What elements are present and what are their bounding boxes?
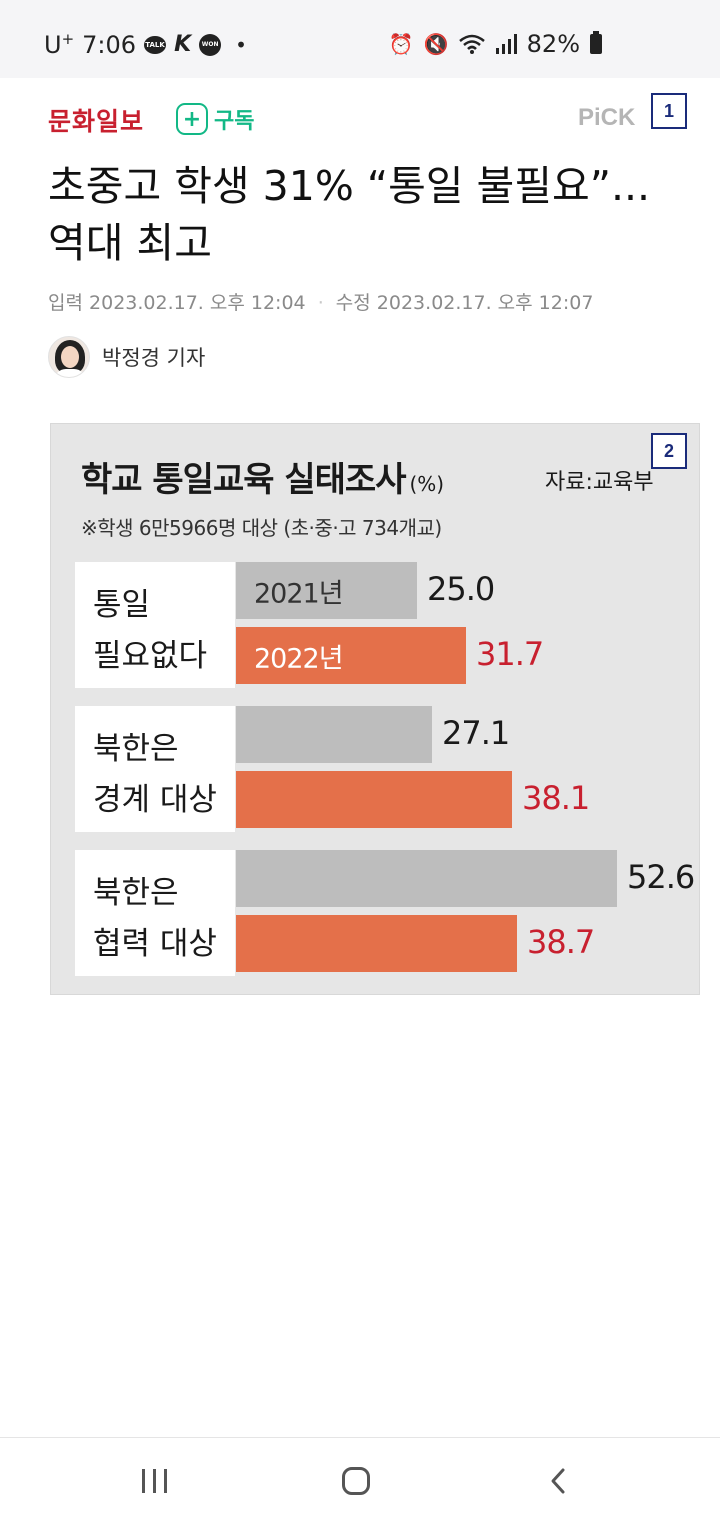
mute-icon: 🔇: [423, 32, 449, 56]
data-label: 38.1: [522, 779, 590, 817]
subscribe-button[interactable]: + 구독: [176, 103, 254, 135]
kakaotalk-icon: TALK: [144, 35, 167, 54]
chart-title: 학교 통일교육 실태조사 (%): [81, 460, 445, 500]
edit-time: 2023.02.17. 오후 12:07: [376, 292, 594, 314]
meta-separator: ·: [317, 292, 324, 314]
chart-image[interactable]: 학교 통일교육 실태조사 (%) 자료:교육부 ※학생 6만5966명 대상 (초…: [50, 423, 700, 995]
data-label: 27.1: [442, 714, 510, 752]
wifi-icon: [458, 34, 485, 54]
input-label: 입력: [48, 292, 83, 314]
bar: [236, 771, 512, 828]
signal-icon: [495, 34, 517, 54]
author[interactable]: 박정경 기자: [48, 336, 205, 378]
dot-icon: •: [235, 32, 247, 57]
chart-source: 자료:교육부: [545, 470, 654, 495]
category-label-line: 경계 대상: [93, 782, 217, 818]
marker-1: 1: [651, 93, 687, 129]
status-right: ⏰ 🔇 82%: [389, 30, 602, 58]
avatar: [48, 336, 90, 378]
article-headline: 초중고 학생 31% “통일 불필요”... 역대 최고: [48, 158, 688, 272]
category-label-line: 협력 대상: [93, 926, 217, 962]
won-icon: WON: [199, 33, 222, 56]
pick-badge[interactable]: PiCK: [578, 104, 636, 131]
headline-line-1: 초중고 학생 31% “통일 불필요”...: [48, 162, 651, 210]
alarm-icon: ⏰: [388, 32, 414, 56]
bar: 2021년: [236, 562, 417, 619]
headline-line-2: 역대 최고: [48, 219, 212, 267]
home-icon[interactable]: [336, 1464, 376, 1498]
plus-icon: +: [176, 103, 208, 135]
category-label-line: 북한은: [93, 731, 179, 767]
recents-icon[interactable]: [134, 1464, 174, 1498]
data-label: 31.7: [476, 635, 544, 673]
data-label: 25.0: [427, 570, 495, 608]
clock: 7:06: [82, 30, 137, 59]
bar: 2022년: [236, 627, 466, 684]
bar: [236, 850, 617, 907]
battery-icon: [590, 31, 602, 54]
series-label: 2021년: [254, 578, 344, 609]
author-name: 박정경 기자: [102, 346, 206, 370]
series-label: 2022년: [254, 643, 344, 674]
chart-unit: (%): [409, 472, 445, 496]
bar: [236, 706, 432, 763]
data-label: 52.6: [627, 858, 695, 896]
status-left: U+ 7:06 TALK K WON •: [44, 30, 247, 59]
back-icon[interactable]: [538, 1464, 578, 1498]
status-bar: U+ 7:06 TALK K WON • ⏰ 🔇 82%: [0, 0, 720, 78]
press-logo[interactable]: 문화일보: [48, 107, 145, 136]
k-app-icon: K: [174, 32, 192, 57]
chart-note: ※학생 6만5966명 대상 (초·중·고 734개교): [81, 516, 442, 540]
input-time: 2023.02.17. 오후 12:04: [89, 292, 306, 314]
subscribe-label: 구독: [214, 109, 255, 134]
marker-2: 2: [651, 433, 687, 469]
battery-percent: 82%: [526, 30, 580, 58]
navigation-bar: [0, 1437, 720, 1520]
edit-label: 수정: [335, 292, 371, 314]
category-label-line: 통일: [93, 587, 151, 623]
data-label: 38.7: [527, 923, 595, 961]
category-label-line: 북한은: [93, 875, 179, 911]
carrier-label: U+: [44, 30, 75, 59]
article-meta: 입력 2023.02.17. 오후 12:04 · 수정 2023.02.17.…: [48, 288, 593, 315]
bar: [236, 915, 517, 972]
category-label-line: 필요없다: [93, 638, 208, 674]
